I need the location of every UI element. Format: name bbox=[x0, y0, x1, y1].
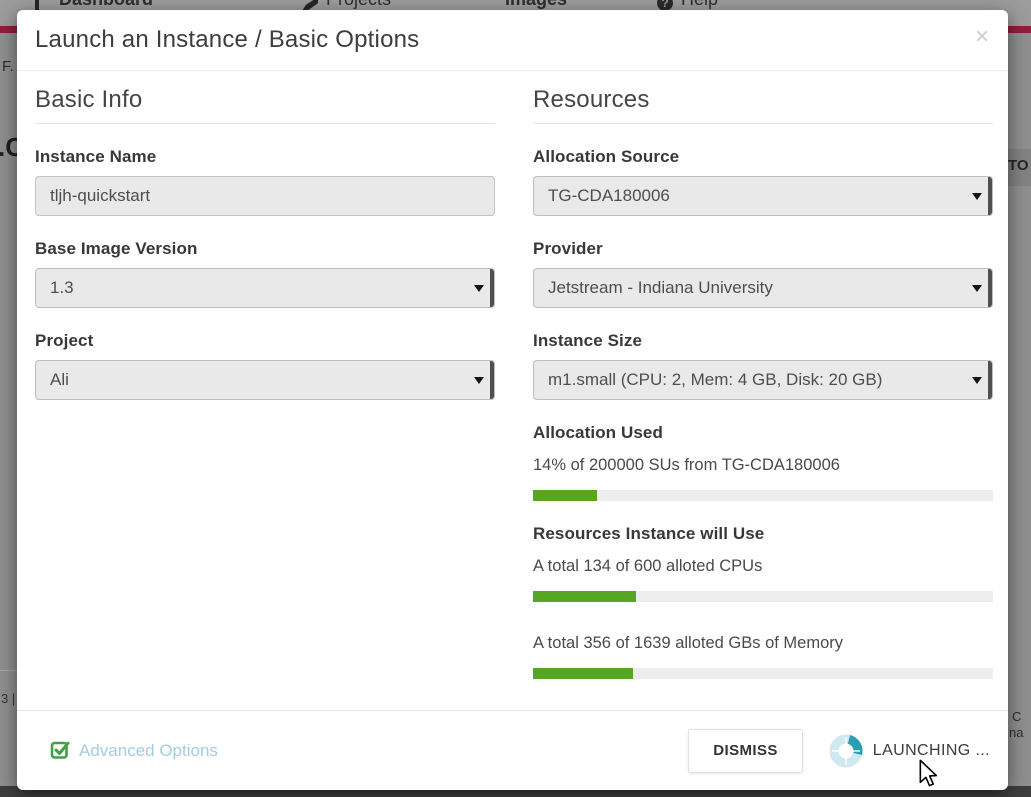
modal-header: Launch an Instance / Basic Options × bbox=[17, 10, 1008, 71]
chevron-down-icon bbox=[474, 377, 484, 384]
modal-body: Basic Info Instance Name Base Image Vers… bbox=[17, 71, 1008, 679]
instance-size-label: Instance Size bbox=[533, 331, 643, 350]
nav-item-projects[interactable]: Projects bbox=[302, 0, 391, 11]
advanced-options-label: Advanced Options bbox=[79, 740, 218, 760]
launch-instance-modal: Launch an Instance / Basic Options × Bas… bbox=[17, 10, 1008, 790]
checkbox-checked-icon bbox=[50, 741, 70, 759]
allocation-source-select[interactable]: TG-CDA180006 bbox=[533, 176, 993, 216]
help-icon: ? bbox=[657, 0, 673, 11]
select-edge bbox=[988, 269, 992, 307]
mouse-cursor bbox=[919, 759, 937, 787]
resources-heading: Resources bbox=[533, 87, 993, 124]
memory-usage-text: A total 356 of 1639 alloted GBs of Memor… bbox=[533, 634, 844, 652]
cpu-usage-progress-track bbox=[533, 591, 993, 602]
launch-button-label: LAUNCHING ... bbox=[872, 741, 990, 759]
close-icon[interactable]: × bbox=[974, 23, 989, 50]
select-edge bbox=[490, 269, 494, 307]
loading-spinner-icon bbox=[829, 734, 863, 767]
allocation-used-text: 14% of 200000 SUs from TG-CDA180006 bbox=[533, 456, 840, 474]
nav-item-help[interactable]: ? Help bbox=[657, 0, 718, 11]
selected-value: TG-CDA180006 bbox=[548, 186, 670, 205]
select-edge bbox=[988, 177, 992, 215]
project-label: Project bbox=[35, 331, 94, 350]
chevron-down-icon bbox=[972, 285, 982, 292]
nav-label: Help bbox=[681, 0, 718, 11]
allocation-used-progress-fill bbox=[533, 490, 598, 501]
advanced-options-link[interactable]: Advanced Options bbox=[50, 740, 218, 761]
modal-title: Launch an Instance / Basic Options bbox=[35, 26, 420, 53]
allocation-used-progress-track bbox=[533, 490, 993, 501]
instance-name-label: Instance Name bbox=[35, 147, 157, 166]
resources-column: Resources Allocation Source TG-CDA180006… bbox=[533, 87, 993, 679]
selected-value: m1.small (CPU: 2, Mem: 4 GB, Disk: 20 GB… bbox=[548, 370, 883, 389]
dismiss-button[interactable]: DISMISS bbox=[688, 728, 803, 773]
basic-info-heading: Basic Info bbox=[35, 87, 495, 124]
bg-version-fragment: 3 | bbox=[1, 691, 16, 706]
nav-label: Dashboard bbox=[59, 0, 153, 11]
chevron-down-icon bbox=[972, 193, 982, 200]
nav-label: Projects bbox=[326, 0, 391, 11]
memory-usage-progress-fill bbox=[533, 668, 633, 679]
bg-button-band bbox=[1005, 149, 1031, 186]
instance-size-select[interactable]: m1.small (CPU: 2, Mem: 4 GB, Disk: 20 GB… bbox=[533, 360, 993, 400]
bg-divider-fragment bbox=[0, 670, 25, 671]
pencil-icon bbox=[302, 0, 318, 11]
selected-value: Ali bbox=[50, 370, 69, 389]
bg-bottom-strip bbox=[0, 786, 1031, 797]
allocation-source-label: Allocation Source bbox=[533, 147, 680, 166]
select-edge bbox=[988, 361, 992, 399]
base-image-version-select[interactable]: 1.3 bbox=[35, 268, 495, 308]
instance-name-input[interactable] bbox=[35, 176, 495, 216]
launch-button[interactable]: LAUNCHING ... bbox=[829, 734, 990, 768]
cpu-usage-text: A total 134 of 600 alloted CPUs bbox=[533, 557, 763, 575]
nav-item-images[interactable]: Images bbox=[482, 0, 567, 11]
selected-value: 1.3 bbox=[50, 278, 74, 297]
memory-usage-progress-track bbox=[533, 668, 993, 679]
select-edge bbox=[490, 361, 494, 399]
cpu-usage-progress-fill bbox=[533, 591, 636, 602]
bg-text-fragment: na bbox=[1009, 725, 1024, 740]
allocation-used-label: Allocation Used bbox=[533, 423, 663, 442]
base-image-version-label: Base Image Version bbox=[35, 239, 198, 258]
provider-label: Provider bbox=[533, 239, 603, 258]
project-select[interactable]: Ali bbox=[35, 360, 495, 400]
instance-usage-label: Resources Instance will Use bbox=[533, 524, 765, 543]
modal-footer: Advanced Options DISMISS LAUNCHING ... bbox=[17, 710, 1008, 790]
basic-info-column: Basic Info Instance Name Base Image Vers… bbox=[35, 87, 495, 679]
bg-text-fragment: C bbox=[1012, 709, 1022, 724]
nav-label: Images bbox=[505, 0, 567, 11]
footer-actions: DISMISS LAUNCHING ... bbox=[688, 728, 990, 773]
bg-button-fragment: TO bbox=[1008, 157, 1029, 174]
selected-value: Jetstream - Indiana University bbox=[548, 278, 773, 297]
chevron-down-icon bbox=[474, 285, 484, 292]
bg-text-fragment: F. bbox=[2, 58, 14, 75]
provider-select[interactable]: Jetstream - Indiana University bbox=[533, 268, 993, 308]
chevron-down-icon bbox=[972, 377, 982, 384]
